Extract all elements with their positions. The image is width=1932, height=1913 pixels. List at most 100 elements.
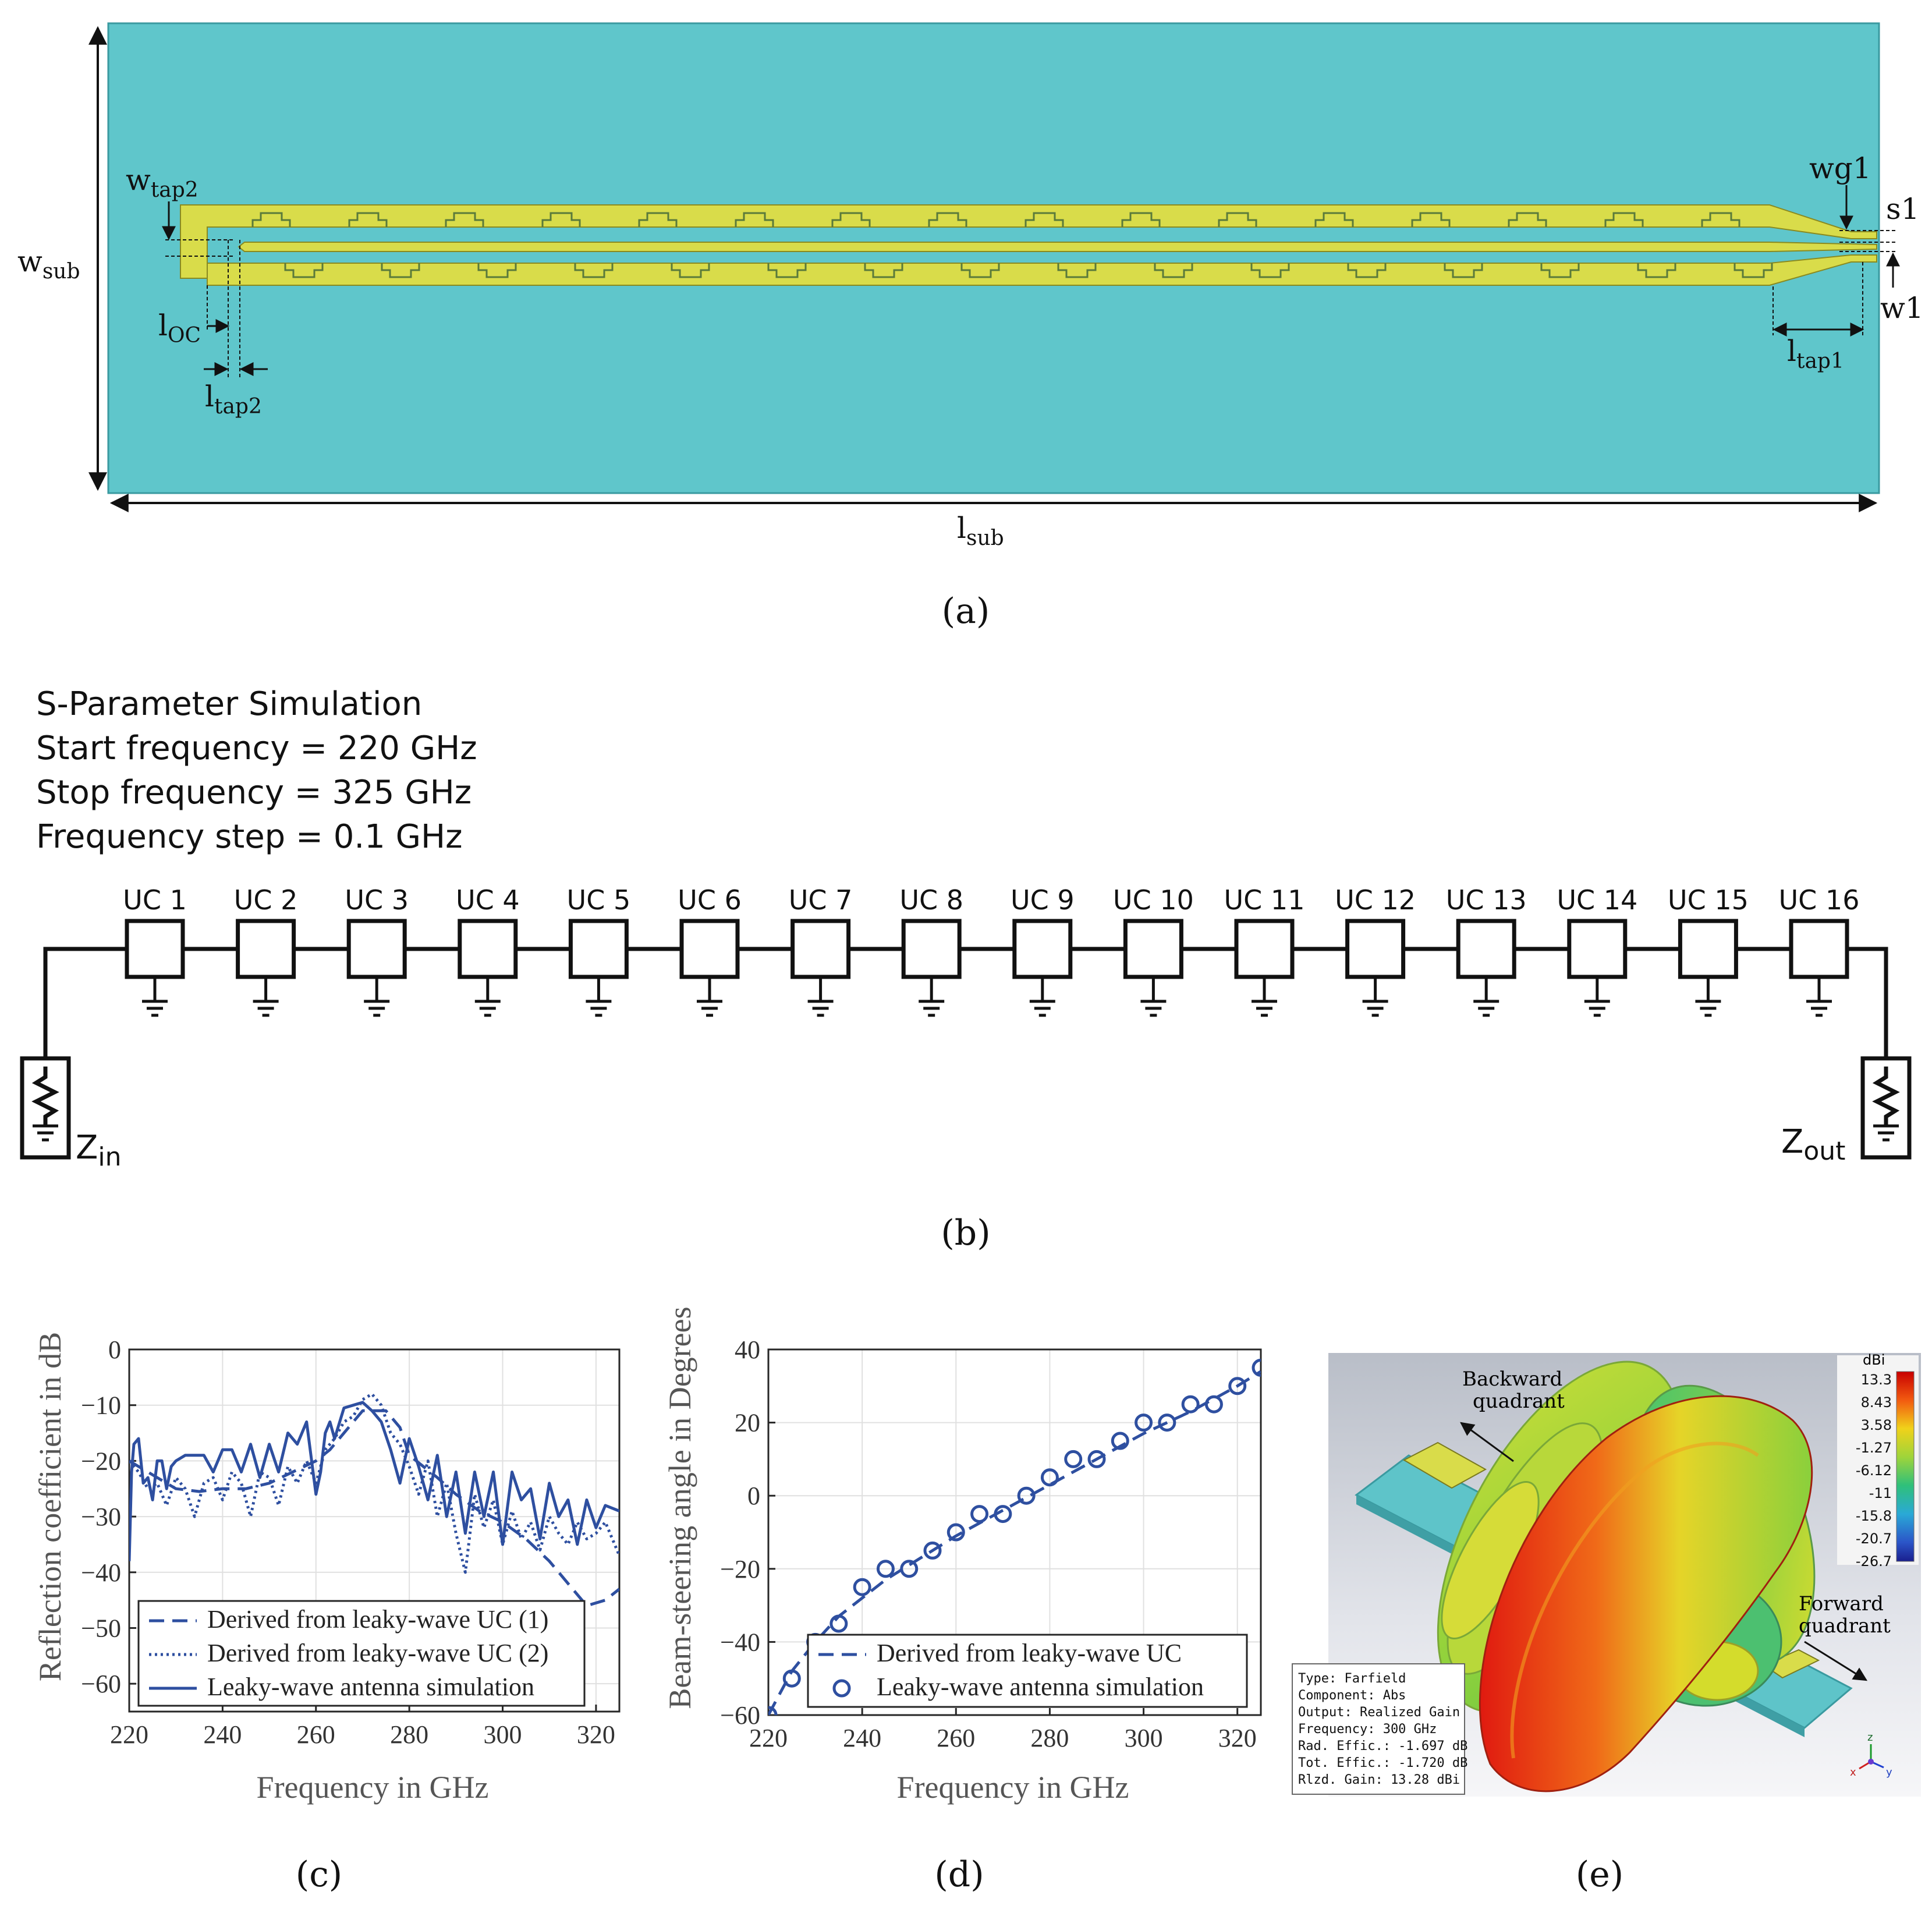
z-out-port: Zout (1781, 947, 1912, 1166)
y-tick-label: −50 (81, 1614, 121, 1642)
slot-upper (1701, 212, 1740, 227)
triad-z: z (1867, 1731, 1873, 1744)
chart-c-xlabel: Frequency in GHz (257, 1770, 489, 1805)
slot-upper (445, 212, 484, 227)
svg-text:Zin: Zin (76, 1129, 122, 1172)
uc-label: UC 16 (1779, 884, 1860, 916)
colorbar-label: -11 (1869, 1485, 1892, 1501)
data-point (1228, 1377, 1247, 1395)
plot-frame (767, 1348, 1262, 1716)
uc-chain: UC 1 UC 2 UC 3 UC 4 UC 5 UC 6 UC 7 UC 8 UC 9 UC 1… (123, 884, 1860, 1017)
uc-box (1456, 919, 1516, 979)
caption-b: (b) (941, 1213, 990, 1253)
x-tick-label: 300 (484, 1720, 522, 1749)
sim-line-1: S-Parameter Simulation (36, 685, 422, 723)
slot-upper (928, 212, 967, 227)
slot-lower (1057, 263, 1097, 278)
data-point (1111, 1432, 1129, 1450)
uc-label: UC 2 (234, 884, 298, 916)
caption-e: (e) (1576, 1854, 1623, 1895)
data-point (900, 1560, 919, 1578)
slot-lower (1347, 263, 1387, 278)
z-out-label: Z (1781, 1123, 1803, 1161)
uc-box (125, 919, 185, 979)
slot-upper (1508, 212, 1547, 227)
uc-box (1678, 919, 1738, 979)
z-in-label: Z (76, 1129, 98, 1167)
x-tick-label: 220 (749, 1724, 788, 1752)
backward-label-1: Backward (1462, 1368, 1562, 1391)
uc-box (236, 919, 296, 979)
chart-d-ylabel: Beam-steering angle in Degrees (662, 1306, 697, 1709)
legend-label: Derived from leaky-wave UC (2) (207, 1639, 548, 1667)
main-beam (1479, 1395, 1813, 1792)
data-point (829, 1614, 848, 1633)
slot-upper (251, 212, 291, 227)
info-line: Component: Abs (1298, 1688, 1406, 1703)
info-line: Output: Realized Gain (1298, 1705, 1460, 1720)
x-tick-label: 280 (390, 1720, 428, 1749)
colorbar-label: -1.27 (1856, 1440, 1892, 1456)
axes-triad: z x y (1850, 1731, 1892, 1779)
data-point (876, 1560, 895, 1578)
data-point (853, 1578, 871, 1596)
uc-label: UC 1 (123, 884, 187, 916)
svg-text:Zout: Zout (1781, 1123, 1845, 1166)
data-point (782, 1669, 801, 1688)
panel-a: wtap2 wsub lOC ltap2 lsub wg1 s1 w1 ltap… (17, 22, 1924, 632)
y-tick-label: −60 (720, 1701, 760, 1730)
series-line (129, 1401, 619, 1561)
l-oc-label: l (158, 309, 168, 342)
uc-label: UC 8 (899, 884, 963, 916)
slot-lower (574, 263, 614, 278)
l-tap2-label: l (205, 380, 214, 413)
y-tick-label: −10 (81, 1391, 121, 1420)
slot-lower (477, 263, 517, 278)
data-point (1252, 1358, 1261, 1377)
s1-label: s1 (1886, 192, 1919, 226)
data-point (923, 1541, 942, 1560)
uc-label: UC 5 (567, 884, 631, 916)
slot-lower (1734, 263, 1773, 278)
backward-label-2: quadrant (1473, 1390, 1565, 1413)
slot-upper (735, 212, 774, 227)
data-point (1064, 1450, 1083, 1468)
colorbar (1896, 1371, 1915, 1562)
data-point (970, 1505, 989, 1524)
x-tick-label: 320 (1218, 1724, 1257, 1752)
info-line: Type: Farfield (1298, 1671, 1406, 1686)
forward-label-1: Forward (1799, 1592, 1884, 1616)
data-point (994, 1505, 1012, 1524)
info-line: Rad. Effic.: -1.697 dB (1298, 1739, 1467, 1753)
x-tick-label: 240 (843, 1724, 881, 1752)
y-tick-label: −40 (720, 1628, 760, 1656)
uc-label: UC 7 (789, 884, 853, 916)
legend-label: Leaky-wave antenna simulation (207, 1673, 534, 1701)
data-point (1017, 1486, 1036, 1505)
uc-box (1012, 919, 1073, 979)
slot-lower (960, 263, 1000, 278)
backward-arrow (1460, 1422, 1514, 1462)
slot-lower (671, 263, 710, 278)
y-tick-label: 0 (747, 1482, 760, 1510)
slot-lower (767, 263, 807, 278)
x-tick-label: 260 (297, 1720, 335, 1749)
wg1-label: wg1 (1809, 151, 1871, 185)
chart-d: Frequency in GHz Beam-steering angle in … (662, 1306, 1262, 1895)
info-lines: Type: Farfield Component: Abs Output: Real… (1298, 1671, 1467, 1787)
panel-e: Backward quadrant Forward quadrant dBi 1… (1292, 1352, 1921, 1895)
colorbar-labels: 13.3 8.43 3.58 -1.27 -6.12 -11 -15.8 -20.7 -26.7 (1856, 1372, 1892, 1570)
legend (137, 1600, 586, 1707)
upper-conductor (180, 204, 1877, 279)
chart-c: Frequency in GHz Reflection coefficient … (33, 1332, 621, 1895)
uc-label: UC 9 (1011, 884, 1075, 916)
l-sub-label: l (957, 511, 966, 545)
l-tap1-label: l (1787, 334, 1796, 368)
uc-label: UC 11 (1224, 884, 1305, 916)
uc-box (901, 919, 962, 979)
chart-d-xlabel: Frequency in GHz (897, 1770, 1129, 1805)
substrate (107, 22, 1880, 494)
y-tick-label: −60 (81, 1670, 121, 1698)
x-tick-label: 240 (203, 1720, 242, 1749)
